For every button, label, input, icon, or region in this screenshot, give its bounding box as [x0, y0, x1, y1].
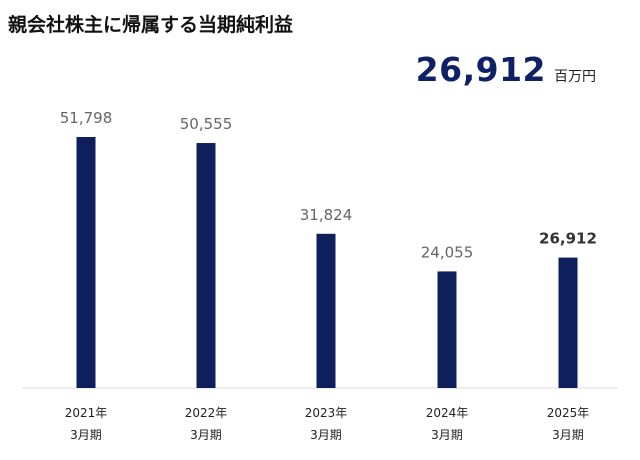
- bar-2: [316, 233, 336, 388]
- x-tick-period-4: 3月期: [552, 428, 584, 442]
- x-tick-year-3: 2024年: [426, 406, 469, 420]
- x-tick-year-1: 2022年: [185, 406, 228, 420]
- bars-group: 51,798 2021年 3月期 50,555 2022年 3月期 31,824 2023年 3…: [60, 109, 597, 442]
- bar-value-label-2: 31,824: [300, 206, 353, 224]
- x-tick-year-4: 2025年: [547, 406, 590, 420]
- x-tick-period-1: 3月期: [190, 428, 222, 442]
- bar-value-label-3: 24,055: [421, 243, 474, 261]
- x-tick-year-0: 2021年: [65, 406, 108, 420]
- bar-value-label-0: 51,798: [60, 109, 113, 127]
- bar-value-label-4: 26,912: [539, 230, 597, 248]
- bar-value-label-1: 50,555: [180, 115, 233, 133]
- bar-4: [558, 257, 578, 388]
- x-tick-period-2: 3月期: [310, 428, 342, 442]
- x-tick-year-2: 2023年: [305, 406, 348, 420]
- x-tick-period-0: 3月期: [70, 428, 102, 442]
- bar-0: [76, 137, 96, 388]
- headline: 26,912 百万円: [416, 50, 596, 89]
- headline-unit: 百万円: [554, 69, 596, 85]
- headline-value: 26,912: [415, 50, 546, 89]
- x-tick-period-3: 3月期: [431, 428, 463, 442]
- bar-3: [437, 271, 457, 388]
- bar-1: [196, 143, 216, 388]
- chart-title: 親会社株主に帰属する当期純利益: [8, 14, 294, 36]
